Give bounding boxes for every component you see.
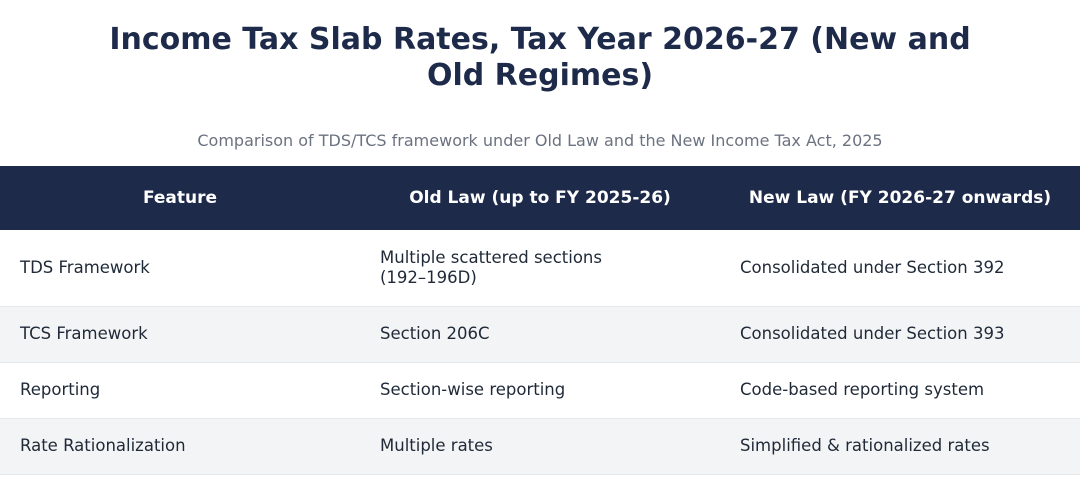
page-subtitle: Comparison of TDS/TCS framework under Ol…	[197, 131, 883, 150]
header-feature: Feature	[142, 188, 218, 208]
comparison-table: Feature Old Law (up to FY 2025-26) New L…	[0, 166, 1080, 475]
table-body: TDS Framework Multiple scattered section…	[0, 230, 1080, 475]
table-row: TDS Framework Multiple scattered section…	[0, 230, 1080, 307]
table-row: TCS Framework Section 206C Consolidated …	[0, 306, 1080, 363]
cell-new-law: Consolidated under Section 392	[720, 230, 1080, 307]
header-old-law: Old Law (up to FY 2025-26)	[409, 188, 671, 208]
cell-old-law: Multiple scattered sections (192–196D)	[360, 230, 720, 307]
cell-new-law: Simplified & rationalized rates	[720, 418, 1080, 475]
header-new-law: New Law (FY 2026-27 onwards)	[748, 188, 1052, 208]
table-row: Rate Rationalization Multiple rates Simp…	[0, 418, 1080, 475]
table-row: Reporting Section-wise reporting Code-ba…	[0, 362, 1080, 419]
cell-feature: TCS Framework	[0, 306, 360, 363]
cell-new-law: Consolidated under Section 393	[720, 306, 1080, 363]
cell-old-law: Section-wise reporting	[360, 362, 720, 419]
cell-new-law: Code-based reporting system	[720, 362, 1080, 419]
cell-feature: TDS Framework	[0, 230, 360, 307]
cell-feature: Reporting	[0, 362, 360, 419]
cell-old-law: Section 206C	[360, 306, 720, 363]
header-row: Feature Old Law (up to FY 2025-26) New L…	[0, 166, 1080, 230]
cell-feature: Rate Rationalization	[0, 418, 360, 475]
page-title: Income Tax Slab Rates, Tax Year 2026-27 …	[109, 22, 971, 93]
cell-old-law: Multiple rates	[360, 418, 720, 475]
table-header: Feature Old Law (up to FY 2025-26) New L…	[0, 166, 1080, 230]
